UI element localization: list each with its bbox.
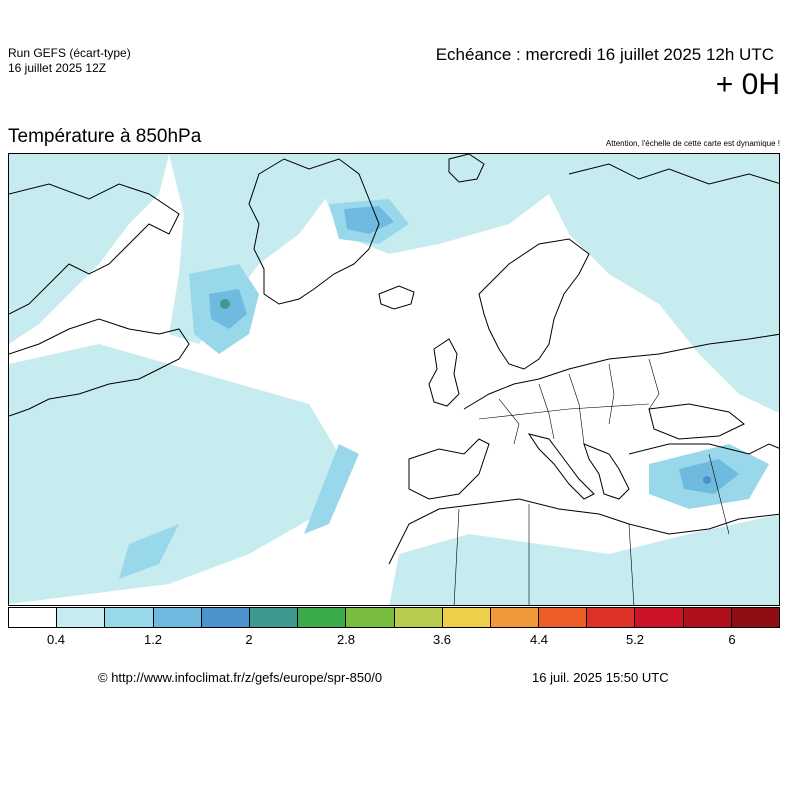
- scale-tick-label: 4.4: [529, 632, 549, 647]
- spread-area-mid-atlantic: [9, 344, 339, 604]
- border-europe-2: [538, 383, 555, 440]
- border-europe-4: [608, 363, 615, 425]
- coast-svalbard: [448, 154, 485, 183]
- scale-tick-label: 3.6: [432, 632, 452, 647]
- scale-swatch: [57, 608, 106, 627]
- spread-shading: [9, 154, 779, 605]
- spread-peak-labrador: [220, 299, 230, 309]
- coast-greenland: [248, 158, 380, 305]
- scale-swatch: [394, 608, 443, 627]
- map-panel: [8, 153, 780, 606]
- echeance-label: Echéance : mercredi 16 juillet 2025 12h …: [435, 45, 774, 64]
- border-europe-1: [498, 398, 520, 445]
- color-scale-bar: [8, 607, 780, 628]
- border-africa-1: [453, 508, 460, 605]
- scale-tick-label: 0.4: [46, 632, 66, 647]
- spread-peak-turkey: [703, 476, 711, 484]
- coast-iceland: [378, 285, 415, 310]
- spread-area-north-africa: [389, 514, 779, 605]
- scale-swatch: [249, 608, 299, 627]
- coast-north-africa: [388, 498, 779, 565]
- country-borders: [453, 358, 730, 605]
- scale-swatch: [442, 608, 491, 627]
- scale-swatch: [105, 608, 154, 627]
- border-middle-east: [708, 453, 730, 535]
- coast-turkey: [628, 443, 779, 455]
- run-date: 16 juillet 2025 12Z: [8, 61, 107, 75]
- coastlines: [9, 154, 779, 565]
- spread-area-labrador-core: [209, 289, 247, 329]
- coast-uk: [428, 338, 460, 407]
- scale-tick-label: 2: [245, 632, 253, 647]
- border-europe-3: [568, 373, 585, 445]
- scale-tick-label: 1.2: [143, 632, 163, 647]
- spread-map: [9, 154, 779, 605]
- scale-swatch: [9, 608, 58, 627]
- scale-tick-label: 5.2: [625, 632, 645, 647]
- spread-area-russia: [549, 154, 779, 414]
- dynamic-scale-notice: Attention, l'échelle de cette carte est …: [605, 139, 780, 148]
- coast-balkans-greece: [583, 443, 630, 500]
- coast-italy: [527, 433, 595, 500]
- border-africa-3: [628, 523, 635, 605]
- map-title: Température à 850hPa: [8, 126, 202, 147]
- scale-swatch: [539, 608, 588, 627]
- scale-swatch: [153, 608, 202, 627]
- border-europe-6: [478, 403, 650, 420]
- coast-arctic-canada: [9, 183, 180, 315]
- spread-area-greenland-core: [344, 206, 394, 234]
- spread-streak-atlantic-a: [304, 444, 359, 534]
- scale-swatch: [683, 608, 732, 627]
- scale-swatch: [587, 608, 636, 627]
- coast-canada-east: [9, 318, 190, 417]
- spread-area-west-atlantic: [9, 154, 169, 344]
- scale-swatch: [346, 608, 395, 627]
- scale-swatch: [490, 608, 540, 627]
- lead-time: + 0H: [715, 68, 780, 101]
- coast-iberia: [408, 438, 490, 500]
- coast-northern-russia: [568, 163, 779, 185]
- run-label: Run GEFS (écart-type): [8, 46, 131, 60]
- scale-tick-label: 6: [728, 632, 736, 647]
- scale-swatch: [635, 608, 684, 627]
- scale-tick-label: 2.8: [336, 632, 356, 647]
- coast-black-sea: [648, 403, 745, 440]
- scale-swatch: [201, 608, 250, 627]
- spread-streak-atlantic-b: [119, 524, 179, 579]
- border-europe-5: [648, 358, 660, 410]
- source-url[interactable]: © http://www.infoclimat.fr/z/gefs/europe…: [98, 670, 383, 685]
- coast-scandinavia: [478, 238, 590, 370]
- scale-swatch: [298, 608, 347, 627]
- generated-timestamp: 16 juil. 2025 15:50 UTC: [532, 670, 669, 685]
- spread-area-turkey-core: [679, 459, 739, 494]
- scale-swatch: [731, 608, 779, 627]
- coast-europe-mainland: [463, 333, 779, 410]
